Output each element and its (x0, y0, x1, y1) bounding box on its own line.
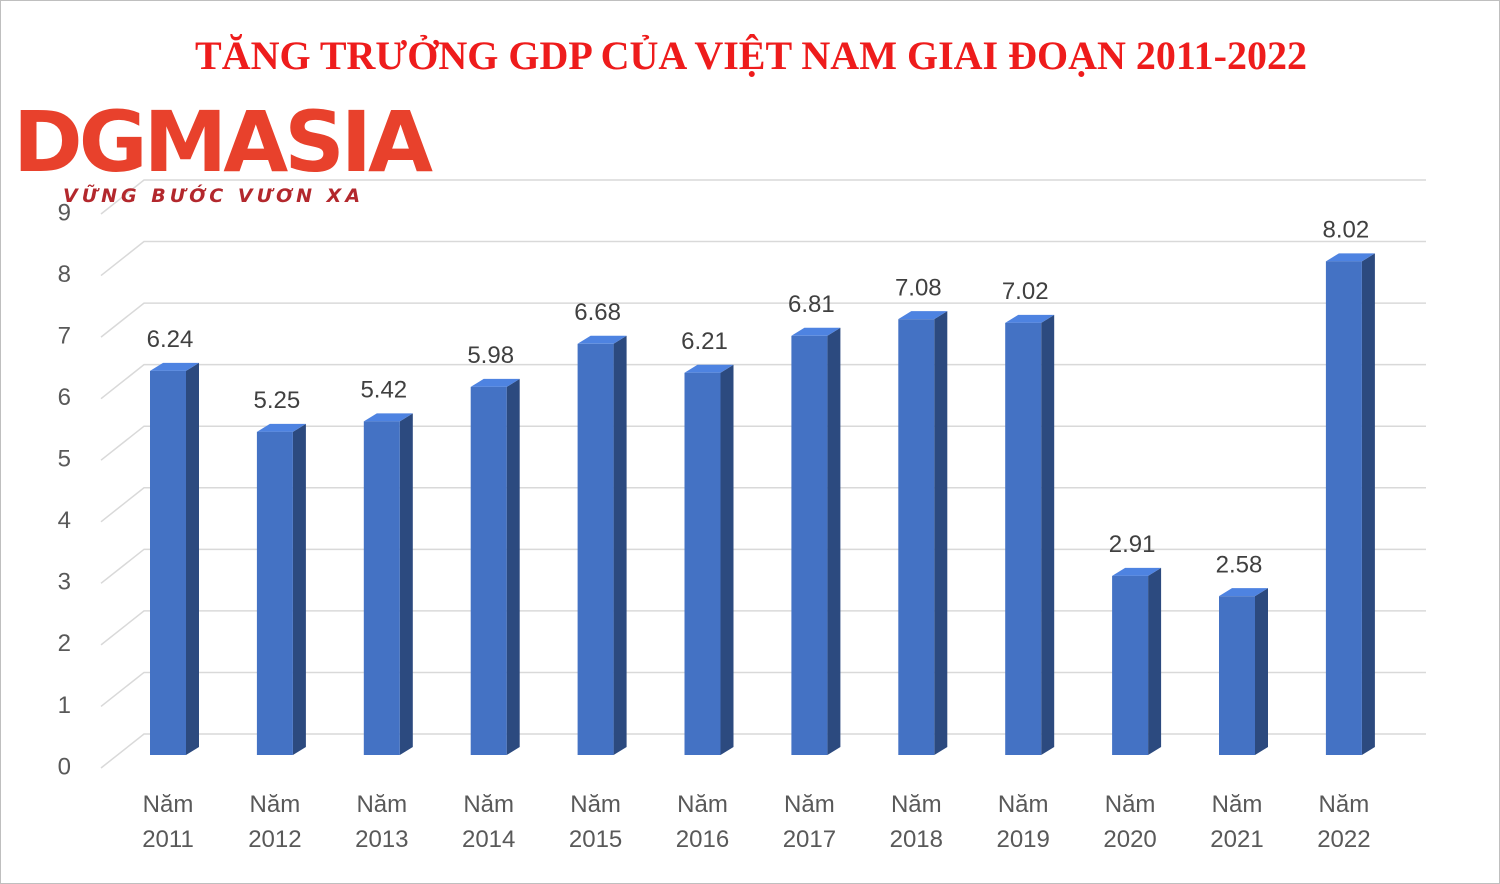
bar-top (256, 423, 306, 432)
bar (1112, 575, 1149, 755)
x-tick-label: Năm 2014 (461, 791, 516, 853)
value-label: 5.98 (467, 342, 514, 369)
logo: DGMASIA (13, 93, 433, 191)
bar-side (720, 364, 734, 755)
grid-line (100, 363, 1426, 400)
bar (1325, 261, 1362, 755)
value-label: 5.25 (254, 387, 301, 414)
y-tick-label: 9 (58, 199, 71, 226)
bar-side (827, 327, 841, 755)
grid-line (100, 425, 1426, 461)
value-label: 6.68 (574, 299, 621, 326)
bar-top (791, 327, 841, 336)
grid-line (100, 240, 1426, 277)
value-label: 5.42 (360, 377, 407, 404)
bar-side (934, 311, 948, 755)
value-label: 7.02 (1002, 278, 1049, 305)
grid-line (100, 302, 1426, 338)
bar-side (1361, 253, 1375, 755)
x-tick-label: Năm 2015 (568, 791, 623, 853)
y-tick-label: 7 (58, 322, 71, 349)
bar (256, 431, 293, 755)
bar-side (399, 413, 413, 755)
y-tick-label: 5 (58, 446, 71, 473)
value-label: 7.08 (895, 275, 942, 302)
bar (470, 386, 507, 755)
x-tick-label: Năm 2017 (782, 791, 837, 853)
y-tick-label: 6 (58, 384, 71, 411)
bar-top (684, 364, 734, 373)
bar (150, 370, 186, 755)
bar (684, 372, 721, 755)
bar (791, 335, 828, 755)
bar (1219, 596, 1255, 755)
bar-side (613, 335, 627, 755)
bar-side (1255, 588, 1268, 755)
x-tick-label: Năm 2022 (1317, 791, 1371, 853)
bar-side (186, 362, 199, 755)
y-tick-label: 2 (58, 630, 71, 657)
bar (1005, 322, 1042, 755)
x-tick-label: Năm 2012 (248, 791, 302, 853)
value-label: 2.91 (1109, 531, 1156, 558)
grid-line (100, 733, 1426, 769)
bar-side (1148, 567, 1162, 755)
chart-title: TĂNG TRƯỞNG GDP CỦA VIỆT NAM GIAI ĐOẠN 2… (195, 33, 1307, 78)
value-label: 6.81 (788, 291, 835, 318)
y-tick-label: 0 (58, 753, 71, 780)
grid-line (100, 671, 1426, 708)
value-label: 8.02 (1323, 217, 1370, 244)
bar-top (1112, 567, 1162, 576)
bar (898, 319, 935, 755)
grid-line (100, 548, 1426, 584)
x-tick-label: Năm 2011 (142, 791, 194, 853)
y-tick-label: 4 (58, 507, 71, 534)
bar-top (150, 362, 199, 371)
value-label: 6.24 (147, 326, 194, 353)
y-tick-label: 3 (58, 569, 71, 596)
grid-line (100, 610, 1426, 646)
value-label: 2.58 (1216, 552, 1263, 579)
bar-top (1325, 253, 1375, 262)
x-tick-label: Năm 2016 (675, 791, 730, 853)
grid-line (100, 179, 1426, 215)
bar-top (898, 311, 948, 320)
bar-top (470, 378, 520, 387)
bar-side (506, 378, 520, 755)
y-tick-label: 8 (58, 261, 71, 288)
x-tick-label: Năm 2018 (889, 791, 943, 853)
bar-top (1005, 314, 1055, 323)
bar-top (577, 335, 627, 344)
x-tick-label: Năm 2020 (1103, 791, 1157, 853)
y-tick-label: 1 (58, 692, 71, 719)
x-tick-label: Năm 2019 (996, 791, 1050, 853)
bar (363, 421, 400, 755)
logo-slogan: VỮNG BƯỚC VƯƠN XA (63, 185, 365, 207)
bar-top (363, 413, 413, 422)
x-tick-label: Năm 2021 (1210, 791, 1264, 853)
bar (577, 343, 614, 755)
bar-side (292, 423, 306, 755)
bar-side (1041, 314, 1055, 755)
grid-line (100, 487, 1426, 523)
x-tick-label: Năm 2013 (355, 791, 409, 853)
value-label: 6.21 (681, 328, 728, 355)
bar-top (1219, 588, 1268, 597)
